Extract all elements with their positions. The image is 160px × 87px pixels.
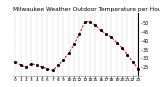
Point <box>14 61 17 62</box>
Point <box>116 42 118 43</box>
Point <box>68 52 70 54</box>
Point <box>25 66 27 68</box>
Point <box>84 21 86 22</box>
Point <box>57 65 59 66</box>
Point <box>20 65 22 66</box>
Point <box>89 21 91 22</box>
Point <box>62 59 65 61</box>
Point <box>52 70 54 71</box>
Point <box>30 63 33 64</box>
Point <box>94 25 97 26</box>
Point <box>126 54 129 56</box>
Point <box>36 65 38 66</box>
Point <box>46 68 49 69</box>
Point <box>137 68 139 69</box>
Text: Milwaukee Weather Outdoor Temperature per Hour (Last 24 Hours): Milwaukee Weather Outdoor Temperature pe… <box>13 7 160 12</box>
Point <box>100 30 102 31</box>
Point <box>121 47 123 49</box>
Point <box>105 33 107 35</box>
Point <box>78 33 81 35</box>
Point <box>41 66 43 68</box>
Point <box>73 44 75 45</box>
Point <box>110 37 113 38</box>
Point <box>132 61 134 62</box>
